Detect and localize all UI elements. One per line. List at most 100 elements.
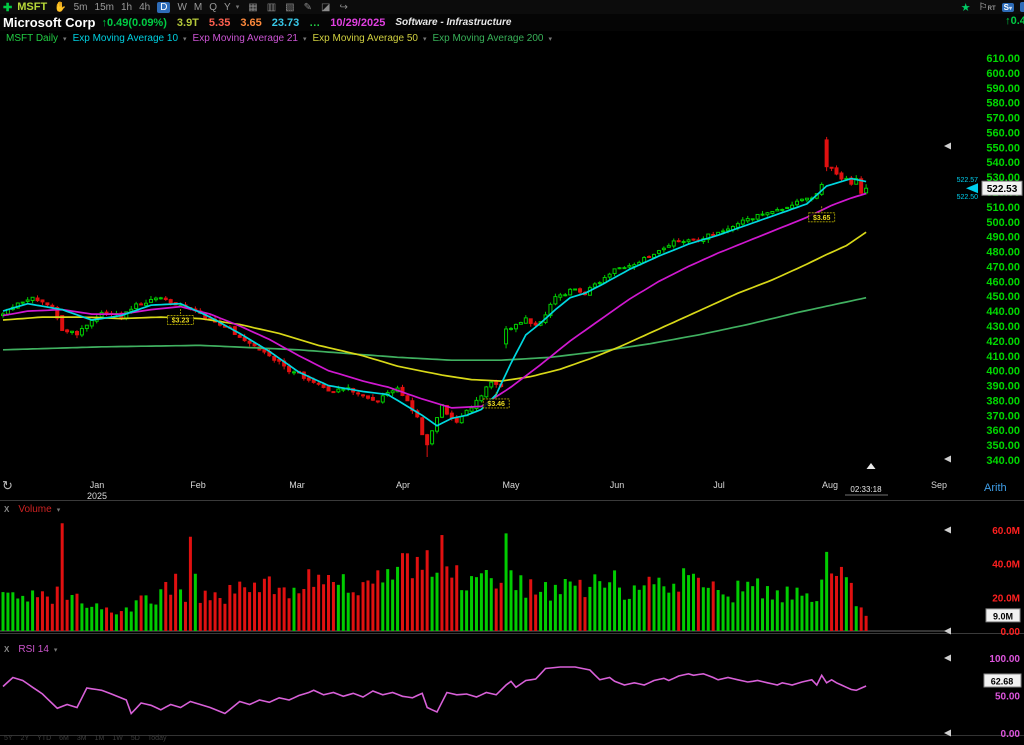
volume-close-button[interactable]: X [4, 505, 10, 514]
timeframe-caret-icon[interactable]: ▾ [235, 4, 240, 11]
month-label: Apr [396, 480, 410, 490]
draw-tool-icon[interactable]: ✎ [303, 1, 312, 13]
toolbar-icons: ▦ ▥ ▧ ✎ ◪ ↪ [239, 2, 348, 13]
current-rsi-label: 62.68 [991, 676, 1014, 686]
earnings-marker-label: $3.46 [487, 401, 505, 408]
ema200-line [2, 296, 867, 362]
indicator-caret-icon[interactable]: ▾ [302, 35, 307, 43]
compare-icon[interactable]: ▥ [266, 1, 277, 13]
timeframe-m[interactable]: M [193, 1, 203, 13]
add-symbol-icon[interactable]: ✚ [3, 1, 13, 14]
axis-edge-marker-icon [944, 142, 951, 150]
indicator-caret-icon[interactable]: ▾ [183, 35, 187, 43]
chart-type-icon[interactable]: ▦ [248, 1, 258, 13]
indicator-caret-icon[interactable]: ▾ [548, 35, 552, 43]
indicator-caret-icon[interactable]: ▾ [422, 35, 427, 43]
current-bar-marker-icon [866, 463, 876, 469]
timeframe-5m[interactable]: 5m [73, 1, 88, 13]
axis-edge-marker-icon [944, 455, 951, 463]
indicator-item-3[interactable]: Exp Moving Average 50 ▾ [307, 33, 427, 44]
hand-tool-icon[interactable]: ✋ [54, 1, 67, 13]
earnings-marker-label: $3.23 [172, 318, 190, 325]
last-price-label: 522.53 [987, 184, 1018, 195]
timeframe-4h[interactable]: 4h [139, 1, 151, 13]
ask-label: 522.57 [957, 177, 979, 184]
preset-3m[interactable]: 3M [76, 735, 87, 742]
price-axis: 610.00 600.00 590.00 580.00 570.00 560.00 550.… [944, 53, 1020, 467]
current-volume-box [985, 608, 1021, 623]
clipped-toolbar-icon[interactable] [1020, 2, 1024, 12]
preset-today[interactable]: Today [147, 735, 167, 742]
rsi-caret-icon[interactable]: ▾ [53, 646, 58, 654]
indicator-caret-icon[interactable]: ▾ [63, 35, 67, 43]
indicator-item-2[interactable]: Exp Moving Average 21 ▾ [187, 33, 307, 44]
last-price-arrow-icon [966, 183, 978, 194]
price-tick: 410.00 [986, 351, 1020, 363]
timeframe-y[interactable]: Y [224, 1, 231, 13]
flag-glyph: ⚐ [978, 1, 988, 13]
price-tick: 470.00 [986, 261, 1020, 273]
earnings-marker-box[interactable] [808, 212, 836, 223]
rsi-close-button[interactable]: X [4, 645, 10, 654]
zoom-presets: 5Y 2Y YTD 6M 3M 1M 1W 5D Today [4, 735, 174, 742]
price-tick: 460.00 [986, 276, 1020, 288]
ema10-line [2, 177, 867, 427]
earnings-marker-box[interactable] [167, 315, 194, 325]
preset-ytd[interactable]: YTD [37, 735, 52, 742]
ema50-line [2, 231, 867, 382]
price-tick: 540.00 [986, 157, 1020, 169]
timeframe-q[interactable]: Q [209, 1, 218, 13]
symbol-link-button[interactable]: S▾ [1001, 2, 1014, 12]
timeframe-1h[interactable]: 1h [120, 1, 133, 13]
notes-icon[interactable]: ◪ [320, 1, 331, 13]
preset-1m[interactable]: 1M [94, 735, 105, 742]
symbol-link-label: S [1003, 2, 1009, 12]
price-tick: 440.00 [986, 306, 1020, 318]
price-tick: 560.00 [986, 127, 1020, 139]
refresh-icon[interactable]: ↻ [2, 478, 13, 493]
earnings-marker-box[interactable] [482, 398, 510, 409]
price-tick: 390.00 [986, 381, 1020, 393]
preset-1w[interactable]: 1W [112, 735, 123, 742]
quote-stat-1: 5.35 [208, 16, 231, 29]
volume-tick: 60.0M [992, 526, 1020, 537]
timeframe-w[interactable]: W [177, 1, 187, 13]
month-label: Feb [190, 480, 206, 490]
timeframe-15m[interactable]: 15m [94, 1, 114, 13]
preset-6m[interactable]: 6M [59, 735, 69, 742]
quote-bar: Microsoft Corp ↑0.49(0.09%) 3.9T 5.35 3.65… [0, 14, 1024, 31]
rsi-tick: 50.00 [995, 692, 1020, 703]
timeframe-d[interactable]: D [157, 1, 171, 13]
preset-5d[interactable]: 5D [130, 735, 140, 742]
indicators-icon[interactable]: ▧ [285, 1, 295, 13]
volume-panel-title[interactable]: Volume [18, 504, 52, 515]
rsi-panel-header: X RSI 14 ▾ [4, 644, 57, 655]
symbol-label[interactable]: MSFT [17, 1, 48, 13]
scale-type-label[interactable]: Arith [984, 482, 1007, 494]
indicator-item-0[interactable]: MSFT Daily ▾ [0, 33, 67, 44]
price-tick: 370.00 [986, 410, 1020, 422]
indicator-item-4[interactable]: Exp Moving Average 200 ▾ [426, 33, 552, 44]
bid-label: 522.50 [957, 194, 979, 201]
favorite-star-icon[interactable]: ★ [960, 1, 971, 14]
preset-5y[interactable]: 5Y [4, 735, 13, 742]
volume-panel-header: X Volume ▾ [4, 504, 60, 515]
month-label: Jul [713, 480, 725, 490]
quote-date: 10/29/2025 [330, 16, 386, 29]
volume-tick: 20.0M [992, 593, 1020, 604]
realtime-flag-icon[interactable]: ⚐RT [979, 2, 996, 13]
indicator-item-1[interactable]: Exp Moving Average 10 ▾ [67, 33, 187, 44]
month-label: Jun [610, 480, 625, 490]
volume-caret-icon[interactable]: ▾ [56, 506, 61, 514]
toolbar: ✚ MSFT ✋ 5m 15m 1h 4h D W M Q Y ▾ ▦ ▥ ▧ ✎ ◪ ↪ ★ ⚐RT S… [0, 0, 1024, 14]
preset-2y[interactable]: 2Y [20, 735, 30, 742]
rsi-line [2, 666, 867, 715]
rsi-panel-title[interactable]: RSI 14 [18, 644, 49, 655]
axis-edge-marker-icon [944, 729, 951, 737]
price-tick: 340.00 [986, 455, 1020, 467]
quote-stat-4: … [309, 16, 321, 29]
share-icon[interactable]: ↪ [339, 1, 348, 13]
indicator-label-1: Exp Moving Average 10 [72, 33, 179, 44]
